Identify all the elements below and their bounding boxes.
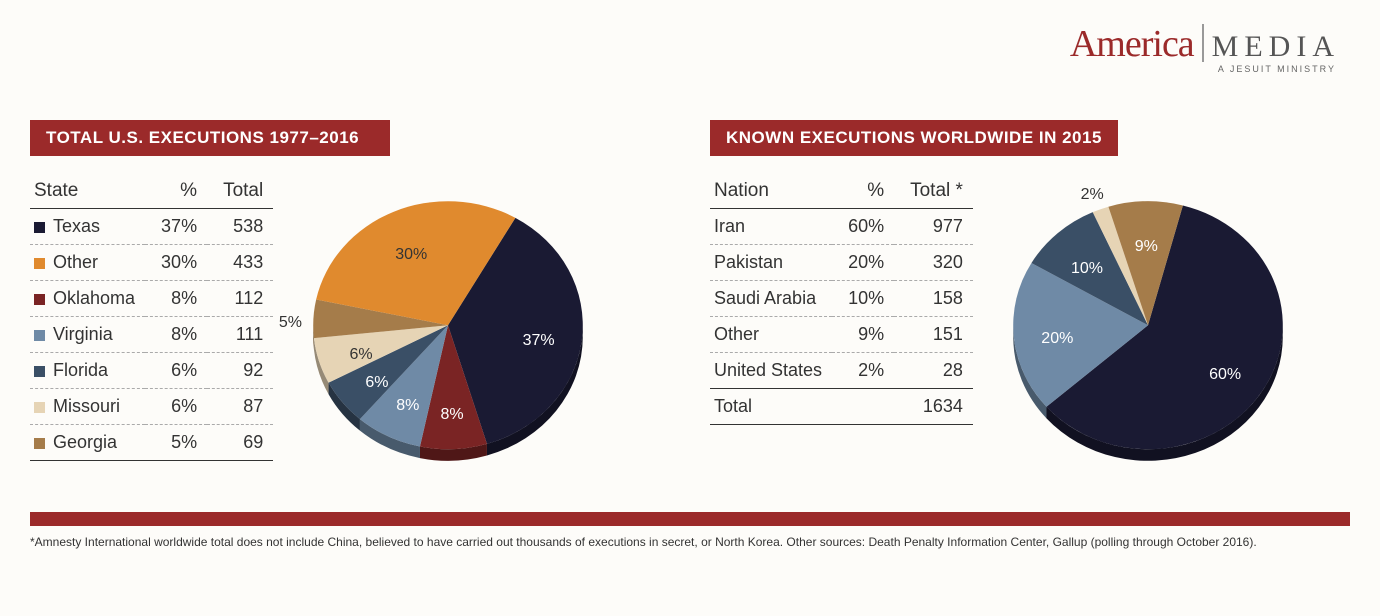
row-label: Virginia xyxy=(53,324,113,344)
legend-swatch xyxy=(34,222,45,233)
logo-secondary: MEDIA xyxy=(1212,30,1340,64)
legend-swatch xyxy=(34,330,45,341)
legend-swatch xyxy=(34,438,45,449)
row-total: 28 xyxy=(894,353,973,389)
pie-chart-us: 37%8%8%6%6%5%30% xyxy=(293,176,603,486)
panel-world-executions: KNOWN EXECUTIONS WORLDWIDE IN 2015 Natio… xyxy=(710,120,1350,486)
row-total: 112 xyxy=(207,281,273,317)
footer-bar xyxy=(30,512,1350,526)
row-pct: 6% xyxy=(145,389,207,425)
logo: America MEDIA A JESUIT MINISTRY xyxy=(1070,18,1340,74)
legend-swatch xyxy=(34,294,45,305)
row-total: 69 xyxy=(207,425,273,461)
row-label: Other xyxy=(714,324,759,344)
row-total: 87 xyxy=(207,389,273,425)
row-pct: 37% xyxy=(145,209,207,245)
panel-us-executions: TOTAL U.S. EXECUTIONS 1977–2016 State%To… xyxy=(30,120,670,486)
row-label: Iran xyxy=(714,216,745,236)
table-row: Missouri 6%87 xyxy=(30,389,273,425)
logo-divider xyxy=(1202,24,1204,62)
row-total: 158 xyxy=(894,281,973,317)
table-world: Nation%Total * Iran60%977Pakistan20%320S… xyxy=(710,176,973,425)
table-row: Virginia 8%111 xyxy=(30,317,273,353)
row-pct: 6% xyxy=(145,353,207,389)
table-row: Florida 6%92 xyxy=(30,353,273,389)
column-header: State xyxy=(30,176,145,209)
row-label: Texas xyxy=(53,216,100,236)
table-row: Pakistan 20%320 xyxy=(710,245,973,281)
row-label: Other xyxy=(53,252,98,272)
table-row: Texas 37%538 xyxy=(30,209,273,245)
row-label: United States xyxy=(714,360,822,380)
row-pct: 5% xyxy=(145,425,207,461)
table-us: State%Total Texas37%538Other30%433Oklaho… xyxy=(30,176,273,461)
table-row: Oklahoma 8%112 xyxy=(30,281,273,317)
legend-swatch xyxy=(34,258,45,269)
logo-brand: America xyxy=(1070,22,1194,66)
row-label: Pakistan xyxy=(714,252,783,272)
row-total: 433 xyxy=(207,245,273,281)
pie-chart-world: 60%20%10%2%9% xyxy=(993,176,1303,486)
row-pct: 2% xyxy=(832,353,894,389)
row-label: Oklahoma xyxy=(53,288,135,308)
column-header: Total * xyxy=(894,176,973,209)
row-label: Florida xyxy=(53,360,108,380)
footnote: *Amnesty International worldwide total d… xyxy=(30,534,1350,551)
table-row: Iran 60%977 xyxy=(710,209,973,245)
row-pct: 8% xyxy=(145,281,207,317)
column-header: % xyxy=(832,176,894,209)
row-pct: 60% xyxy=(832,209,894,245)
row-label: Missouri xyxy=(53,396,120,416)
column-header: Total xyxy=(207,176,273,209)
table-row: United States 2%28 xyxy=(710,353,973,389)
table-row: Other 9%151 xyxy=(710,317,973,353)
row-label: Georgia xyxy=(53,432,117,452)
panel-title-world: KNOWN EXECUTIONS WORLDWIDE IN 2015 xyxy=(710,120,1118,156)
table-row: Saudi Arabia 10%158 xyxy=(710,281,973,317)
legend-swatch xyxy=(34,366,45,377)
panel-title-us: TOTAL U.S. EXECUTIONS 1977–2016 xyxy=(30,120,390,156)
row-total: 92 xyxy=(207,353,273,389)
row-label: Saudi Arabia xyxy=(714,288,816,308)
legend-swatch xyxy=(34,402,45,413)
row-total: 111 xyxy=(207,317,273,353)
row-total: 151 xyxy=(894,317,973,353)
row-pct: 8% xyxy=(145,317,207,353)
column-header: Nation xyxy=(710,176,832,209)
row-total: 538 xyxy=(207,209,273,245)
column-header: % xyxy=(145,176,207,209)
table-row: Georgia 5%69 xyxy=(30,425,273,461)
row-pct: 9% xyxy=(832,317,894,353)
row-pct: 10% xyxy=(832,281,894,317)
row-total: 320 xyxy=(894,245,973,281)
total-row: Total1634 xyxy=(710,389,973,425)
row-total: 977 xyxy=(894,209,973,245)
row-pct: 30% xyxy=(145,245,207,281)
row-pct: 20% xyxy=(832,245,894,281)
table-row: Other 30%433 xyxy=(30,245,273,281)
